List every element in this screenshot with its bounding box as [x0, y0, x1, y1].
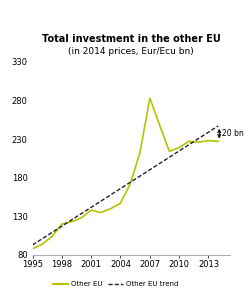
Text: (in 2014 prices, Eur/Ecu bn): (in 2014 prices, Eur/Ecu bn) [68, 47, 194, 56]
Text: 20 bn: 20 bn [222, 129, 244, 138]
Legend: Other EU, Other EU trend: Other EU, Other EU trend [50, 279, 181, 290]
Text: Total investment in the other EU: Total investment in the other EU [42, 34, 221, 44]
